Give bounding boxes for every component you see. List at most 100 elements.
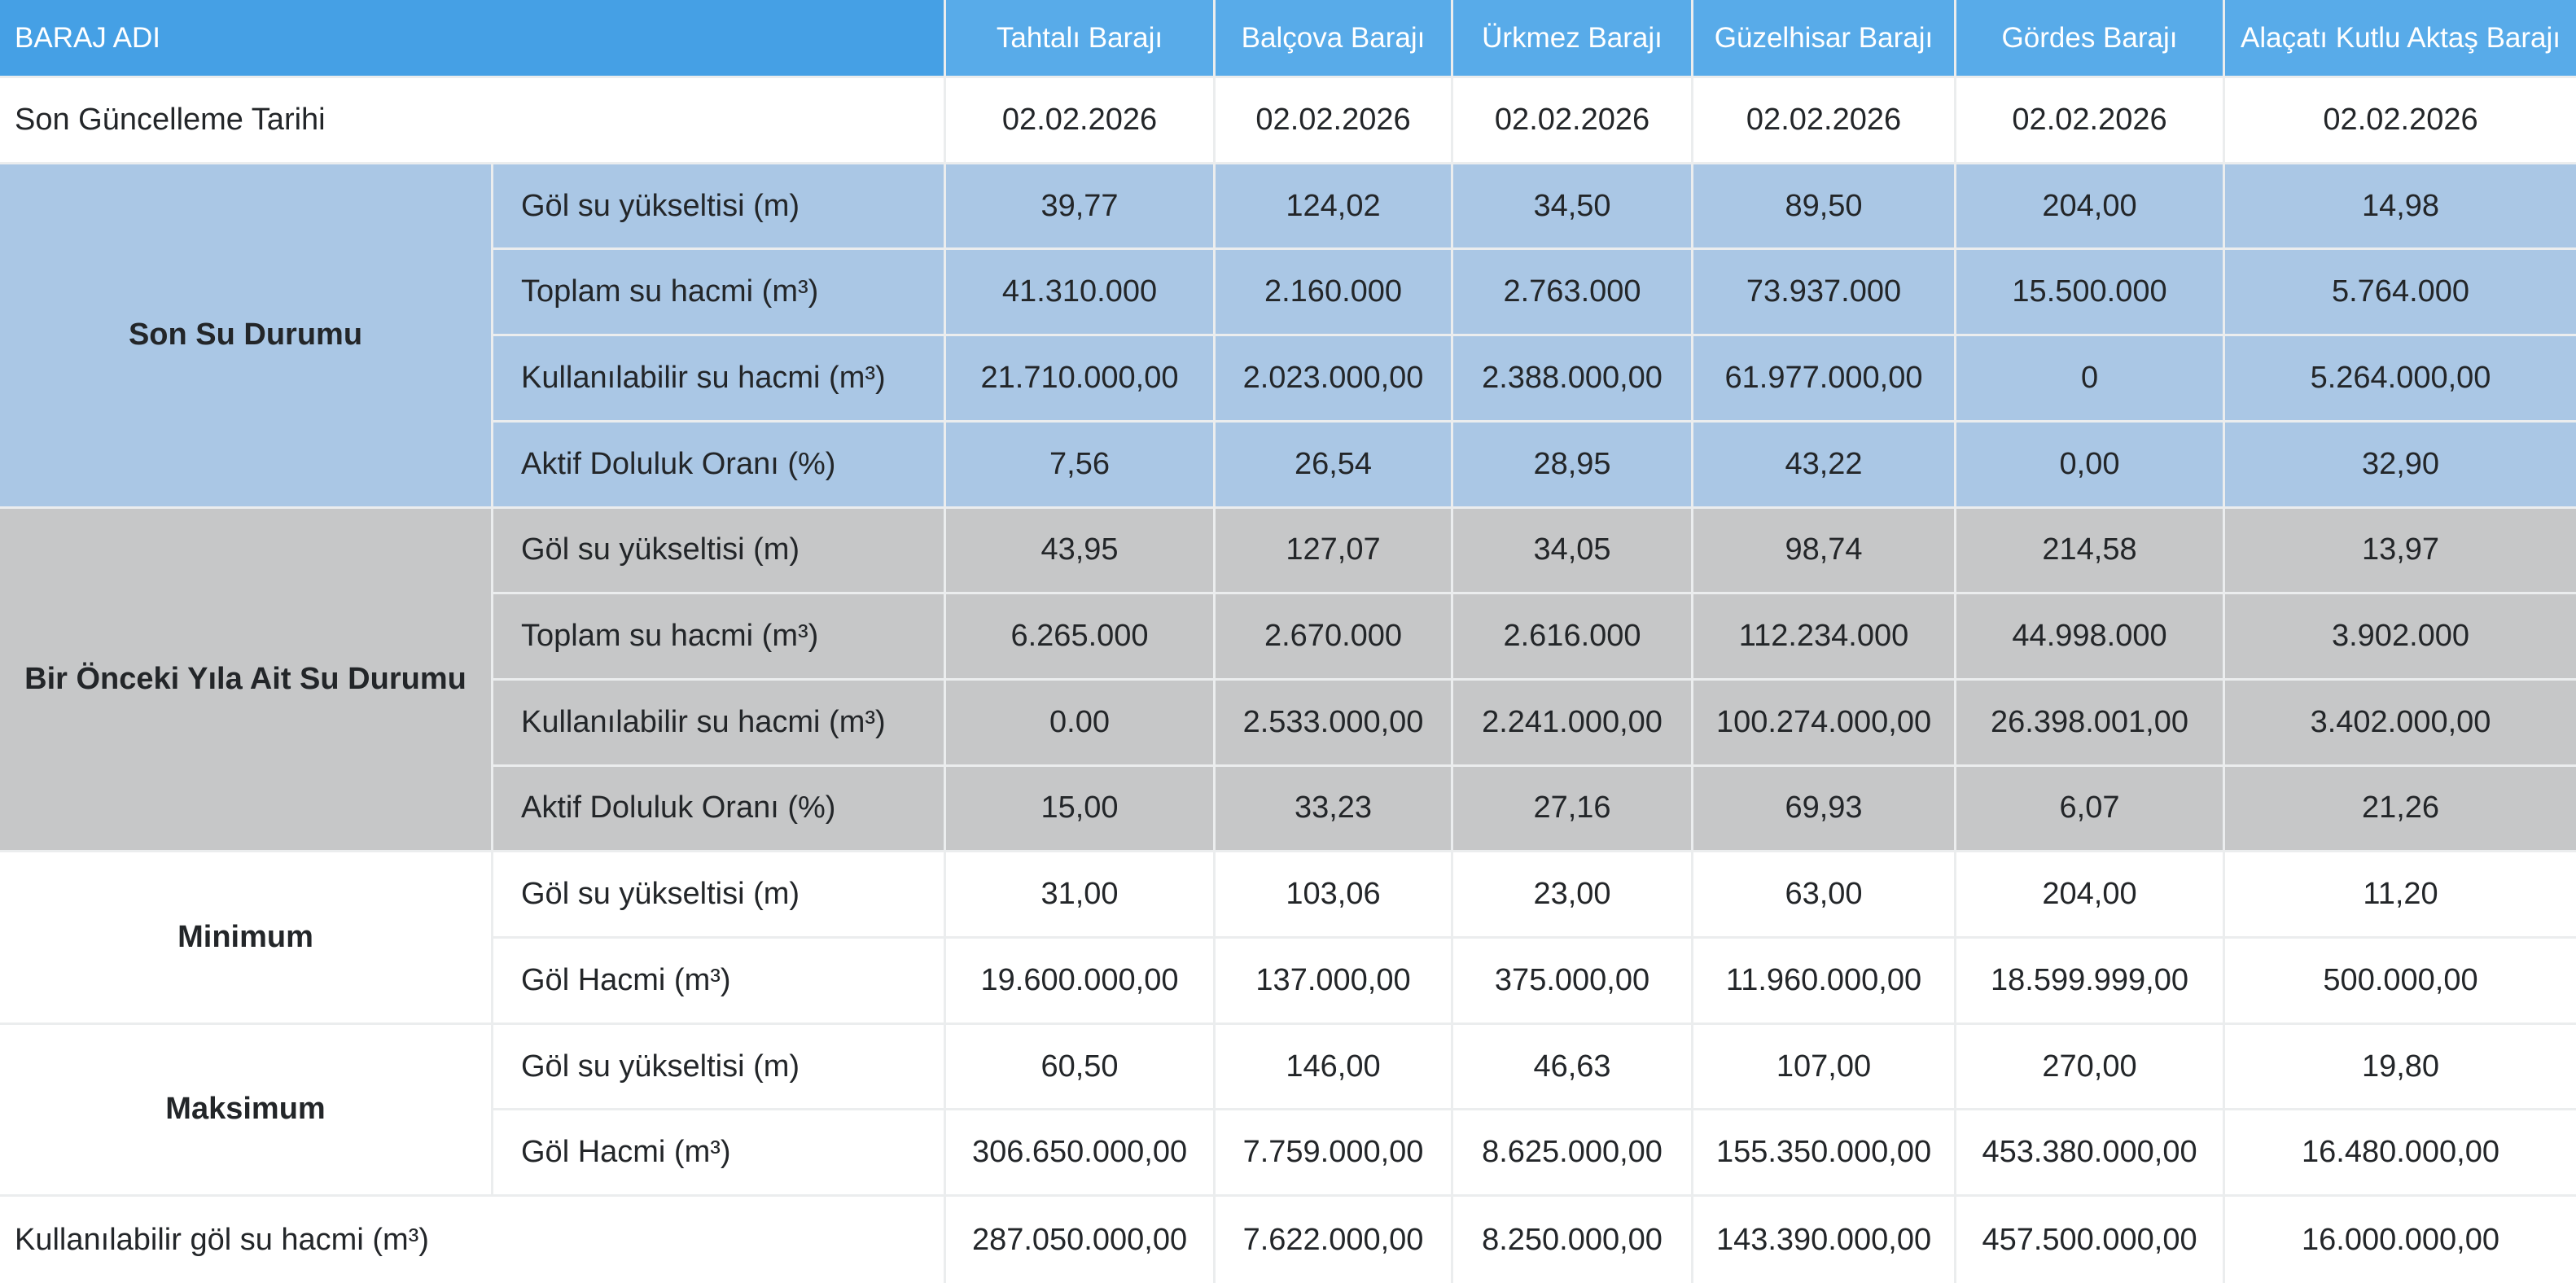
row-label: Göl Hacmi (m³) — [493, 1110, 947, 1198]
row-label: Kullanılabilir su hacmi (m³) — [493, 336, 947, 423]
data-cell: 26.398.001,00 — [1956, 680, 2226, 767]
section-label-onceki-yil: Bir Önceki Yıla Ait Su Durumu — [0, 508, 493, 853]
data-cell: 15,00 — [946, 766, 1216, 853]
data-cell: 02.02.2026 — [946, 78, 1216, 164]
row-label: Toplam su hacmi (m³) — [493, 594, 947, 681]
data-cell: 5.764.000 — [2225, 250, 2576, 337]
data-cell: 107,00 — [1693, 1024, 1957, 1111]
table-row: Aktif Doluluk Oranı (%) 7,56 26,54 28,95… — [0, 422, 2576, 509]
column-header-balcova: Balçova Barajı — [1216, 0, 1454, 78]
data-cell: 112.234.000 — [1693, 594, 1957, 681]
data-cell: 73.937.000 — [1693, 250, 1957, 337]
data-cell: 14,98 — [2225, 164, 2576, 251]
row-label: Kullanılabilir su hacmi (m³) — [493, 680, 947, 767]
row-label: Göl Hacmi (m³) — [493, 939, 947, 1025]
row-label: Göl su yükseltisi (m) — [493, 852, 947, 939]
data-cell: 02.02.2026 — [2225, 78, 2576, 164]
row-label: Göl su yükseltisi (m) — [493, 508, 947, 595]
data-cell: 146,00 — [1216, 1024, 1454, 1111]
data-cell: 16.000.000,00 — [2302, 1222, 2500, 1257]
data-cell: 2.763.000 — [1453, 250, 1694, 337]
data-cell: 26,54 — [1216, 422, 1454, 509]
column-header-tahtali: Tahtalı Barajı — [946, 0, 1216, 78]
data-cell: 457.500.000,00 — [1956, 1197, 2226, 1283]
data-cell: 2.388.000,00 — [1453, 336, 1694, 423]
data-cell: 41.310.000 — [946, 250, 1216, 337]
table-row: Kullanılabilir su hacmi (m³) 0.00 2.533.… — [0, 680, 2576, 767]
table-title-baraj-adi: BARAJ ADI — [0, 0, 947, 78]
data-cell: 61.977.000,00 — [1693, 336, 1957, 423]
data-cell: 306.650.000,00 — [946, 1110, 1216, 1198]
data-cell: 7.759.000,00 — [1216, 1110, 1454, 1198]
table-row: Göl Hacmi (m³) 19.600.000,00 137.000,00 … — [0, 939, 2576, 1025]
column-header-urkmez: Ürkmez Barajı — [1453, 0, 1694, 78]
data-cell: 155.350.000,00 — [1693, 1110, 1957, 1198]
table-row: Toplam su hacmi (m³) 41.310.000 2.160.00… — [0, 250, 2576, 337]
data-cell: 500.000,00 — [2225, 939, 2576, 1025]
table-row: Toplam su hacmi (m³) 6.265.000 2.670.000… — [0, 594, 2576, 681]
data-cell: 2.670.000 — [1216, 594, 1454, 681]
section-label-maksimum: Maksimum — [0, 1024, 493, 1198]
row-label: Aktif Doluluk Oranı (%) — [493, 422, 947, 509]
data-cell: 3.402.000,00 — [2225, 680, 2576, 767]
data-cell: 19.600.000,00 — [946, 939, 1216, 1025]
table-row: Göl Hacmi (m³) 306.650.000,00 7.759.000,… — [0, 1110, 2576, 1198]
data-cell: 453.380.000,00 — [1956, 1110, 2226, 1198]
data-cell: 43,95 — [946, 508, 1216, 595]
data-cell: 5.264.000,00 — [2225, 336, 2576, 423]
data-cell: 137.000,00 — [1216, 939, 1454, 1025]
data-cell: 2.616.000 — [1453, 594, 1694, 681]
data-cell: 11.960.000,00 — [1693, 939, 1957, 1025]
table-row: Maksimum Göl su yükseltisi (m) 60,50 146… — [0, 1024, 2576, 1198]
data-cell: 204,00 — [1956, 852, 2226, 939]
row-label: Göl su yükseltisi (m) — [493, 1024, 947, 1111]
data-cell: 34,50 — [1453, 164, 1694, 251]
data-cell: 31,00 — [946, 852, 1216, 939]
data-cell: 21,26 — [2225, 766, 2576, 853]
data-cell: 34,05 — [1453, 508, 1694, 595]
data-cell: 375.000,00 — [1453, 939, 1694, 1025]
data-cell: 124,02 — [1216, 164, 1454, 251]
data-cell: 69,93 — [1693, 766, 1957, 853]
column-header-gordes: Gördes Barajı — [1956, 0, 2226, 78]
data-cell: 2.023.000,00 — [1216, 336, 1454, 423]
data-cell: 6,07 — [1956, 766, 2226, 853]
data-cell: 2.160.000 — [1216, 250, 1454, 337]
data-cell: 13,97 — [2225, 508, 2576, 595]
column-header-alacati: Alaçatı Kutlu Aktaş Barajı — [2225, 0, 2576, 78]
data-cell: 21.710.000,00 — [946, 336, 1216, 423]
data-cell: 43,22 — [1693, 422, 1957, 509]
row-label-son-guncelleme: Son Güncelleme Tarihi — [0, 78, 947, 164]
data-cell: 27,16 — [1453, 766, 1694, 853]
data-cell: 33,23 — [1216, 766, 1454, 853]
row-label-kullanilabilir-gol: Kullanılabilir göl su hacmi (m³) — [0, 1197, 947, 1283]
data-cell: 2.241.000,00 — [1453, 680, 1694, 767]
data-cell: 63,00 — [1693, 852, 1957, 939]
data-cell: 103,06 — [1216, 852, 1454, 939]
data-cell: 39,77 — [946, 164, 1216, 251]
data-cell: 89,50 — [1693, 164, 1957, 251]
data-cell: 143.390.000,00 — [1693, 1197, 1957, 1283]
table-row: Son Su Durumu Göl su yükseltisi (m) 39,7… — [0, 164, 2576, 509]
data-cell: 8.250.000,00 — [1453, 1197, 1694, 1283]
data-cell: 98,74 — [1693, 508, 1957, 595]
table-row: Bir Önceki Yıla Ait Su Durumu Göl su yük… — [0, 508, 2576, 853]
data-cell: 287.050.000,00 — [946, 1197, 1216, 1283]
data-cell: 16.480.000,00 — [2225, 1110, 2576, 1198]
table-row: Kullanılabilir su hacmi (m³) 21.710.000,… — [0, 336, 2576, 423]
column-header-guzelhisar: Güzelhisar Barajı — [1693, 0, 1957, 78]
row-label: Aktif Doluluk Oranı (%) — [493, 766, 947, 853]
data-cell: 60,50 — [946, 1024, 1216, 1111]
section-label-minimum: Minimum — [0, 852, 493, 1025]
row-label: Toplam su hacmi (m³) — [493, 250, 947, 337]
data-cell: 11,20 — [2225, 852, 2576, 939]
table-row: Aktif Doluluk Oranı (%) 15,00 33,23 27,1… — [0, 766, 2576, 853]
data-cell: 270,00 — [1956, 1024, 2226, 1111]
data-cell: 28,95 — [1453, 422, 1694, 509]
data-cell: 46,63 — [1453, 1024, 1694, 1111]
data-cell: 100.274.000,00 — [1693, 680, 1957, 767]
data-cell: 18.599.999,00 — [1956, 939, 2226, 1025]
data-cell: 3.902.000 — [2225, 594, 2576, 681]
header-row: BARAJ ADI Tahtalı Barajı Balçova Barajı … — [0, 0, 2576, 78]
